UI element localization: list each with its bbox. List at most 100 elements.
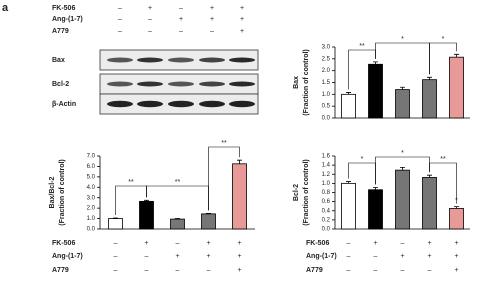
y-tick-label: 6.0 xyxy=(87,164,96,170)
treatment-sign: – xyxy=(428,267,432,274)
significance: ** xyxy=(128,179,134,186)
significance: ** xyxy=(359,43,365,50)
blot-band xyxy=(107,100,133,108)
error-bar xyxy=(400,86,405,90)
y-tick-label: 1.0 xyxy=(322,181,331,187)
treatment-sign: – xyxy=(114,253,118,260)
bar xyxy=(139,200,154,230)
error-bar xyxy=(400,167,405,171)
treatment-sign: + xyxy=(148,5,152,12)
treatment-sign: + xyxy=(175,253,179,260)
significance: ** xyxy=(175,179,181,186)
y-tick-label: 1.0 xyxy=(87,216,96,222)
treatment-label: FK-506 xyxy=(52,240,75,247)
significance: * xyxy=(455,197,458,204)
treatment-sign: – xyxy=(179,5,183,12)
treatment-label: FK-506 xyxy=(306,240,329,247)
y-tick-label: 2.5 xyxy=(322,56,331,62)
bar xyxy=(201,213,216,230)
error-bar xyxy=(454,53,459,58)
error-bar xyxy=(373,187,378,190)
treatment-sign: + xyxy=(400,253,404,260)
blot-band xyxy=(199,81,225,87)
bar xyxy=(449,56,464,119)
y-axis-label: Bax/Bcl-2 xyxy=(49,176,56,208)
error-bar xyxy=(346,92,351,95)
treatment-label: Ang-(1-7) xyxy=(52,253,83,260)
y-axis-label: (Fraction of control) xyxy=(303,159,310,226)
bar xyxy=(232,163,247,230)
blot-band xyxy=(229,81,255,87)
y-tick-label: 5.0 xyxy=(87,174,96,180)
significance: ** xyxy=(221,140,227,147)
error-bar xyxy=(454,206,459,209)
significance: * xyxy=(361,156,364,163)
y-tick-label: 1.6 xyxy=(322,154,331,160)
error-bar xyxy=(113,217,118,219)
treatment-sign: – xyxy=(114,240,118,247)
treatment-sign: – xyxy=(374,253,378,260)
treatment-label: Ang-(1-7) xyxy=(52,16,83,23)
treatment-sign: – xyxy=(148,28,152,35)
treatment-sign: + xyxy=(179,16,183,23)
bracket xyxy=(146,185,209,211)
blot-band xyxy=(137,81,163,87)
treatment-sign: + xyxy=(206,240,210,247)
treatment-sign: – xyxy=(347,240,351,247)
y-axis-label: Bax xyxy=(293,76,300,89)
treatment-sign: – xyxy=(118,16,122,23)
y-tick-label: 0.0 xyxy=(87,227,96,233)
treatment-sign: – xyxy=(118,28,122,35)
bar xyxy=(341,93,356,119)
treatment-sign: + xyxy=(206,253,210,260)
treatment-sign: + xyxy=(210,5,214,12)
y-axis-label: Bcl-2 xyxy=(293,184,300,201)
bar xyxy=(422,177,437,230)
bar xyxy=(395,169,410,230)
treatment-sign: – xyxy=(148,16,152,23)
blot-band xyxy=(137,57,163,63)
treatment-sign: + xyxy=(427,253,431,260)
y-tick-label: 0.2 xyxy=(322,217,331,223)
blot-band xyxy=(168,81,194,87)
y-tick-label: 0.0 xyxy=(322,116,331,122)
blot-band xyxy=(229,100,255,108)
treatment-sign: – xyxy=(145,253,149,260)
treatment-label: A779 xyxy=(52,28,69,35)
treatment-sign: – xyxy=(114,267,118,274)
bar xyxy=(368,189,383,230)
bracket xyxy=(208,146,240,211)
blot-label: Bcl-2 xyxy=(52,81,69,88)
y-tick-label: 1.4 xyxy=(322,163,331,169)
y-tick-label: 7.0 xyxy=(87,154,96,160)
error-bar xyxy=(206,212,211,214)
treatment-sign: – xyxy=(374,267,378,274)
bracket xyxy=(429,42,457,75)
y-tick-label: 0.0 xyxy=(322,227,331,233)
error-bar xyxy=(144,199,149,202)
treatment-label: Ang-(1-7) xyxy=(306,253,337,260)
treatment-sign: + xyxy=(240,5,244,12)
treatment-sign: – xyxy=(118,5,122,12)
y-tick-label: 2.0 xyxy=(322,68,331,74)
treatment-sign: – xyxy=(347,267,351,274)
bracket xyxy=(375,42,430,75)
error-bar xyxy=(373,61,378,65)
treatment-label: A779 xyxy=(306,267,323,274)
treatment-sign: + xyxy=(240,16,244,23)
treatment-sign: – xyxy=(401,267,405,274)
treatment-sign: – xyxy=(176,267,180,274)
blot-band xyxy=(199,100,225,108)
bar xyxy=(368,63,383,119)
treatment-sign: + xyxy=(427,240,431,247)
y-tick-label: 4.0 xyxy=(87,185,96,191)
panel-label: a xyxy=(2,2,9,14)
blot-band xyxy=(229,57,255,63)
bracket xyxy=(348,162,376,185)
y-tick-label: 1.0 xyxy=(322,92,331,98)
treatment-sign: + xyxy=(237,240,241,247)
bracket xyxy=(429,162,457,204)
y-axis-label: (Fraction of control) xyxy=(303,49,310,116)
bar xyxy=(341,182,356,230)
bar xyxy=(108,218,123,230)
